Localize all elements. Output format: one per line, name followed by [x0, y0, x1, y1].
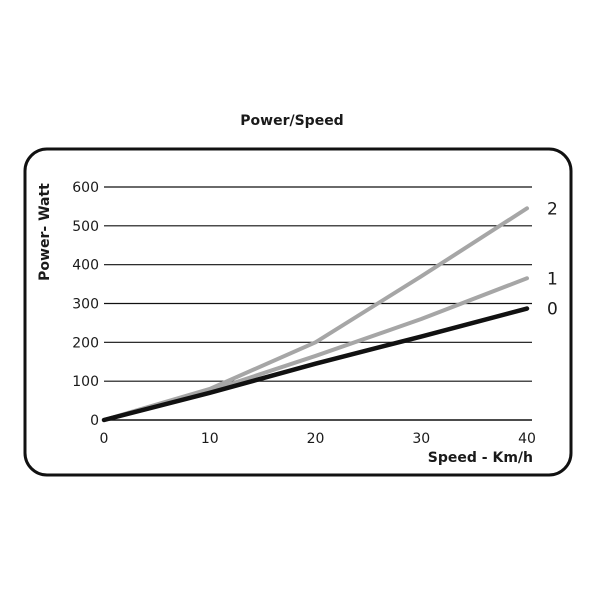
y-tick-label-0: 0 — [90, 413, 99, 429]
y-tick-label-400: 400 — [72, 258, 99, 274]
series-line-1 — [102, 276, 529, 422]
series-label-1: 1 — [547, 269, 558, 289]
x-tick-label-40: 40 — [518, 431, 536, 447]
y-tick-labels: 0 100 200 300 400 500 600 — [72, 180, 99, 429]
y-tick-label-500: 500 — [72, 219, 99, 235]
series-labels: 2 1 0 — [547, 199, 558, 319]
x-axis-label: Speed - Km/h — [428, 450, 533, 466]
y-tick-label-600: 600 — [72, 180, 99, 196]
x-tick-label-10: 10 — [201, 431, 219, 447]
y-tick-label-300: 300 — [72, 297, 99, 313]
series-label-0: 0 — [547, 300, 558, 320]
y-tick-label-100: 100 — [72, 374, 99, 390]
x-tick-labels: 0 10 20 30 40 — [100, 431, 536, 447]
series-line-0 — [101, 306, 530, 423]
series-line-2 — [102, 206, 529, 422]
y-tick-label-200: 200 — [72, 335, 99, 351]
x-tick-label-0: 0 — [100, 431, 109, 447]
x-tick-label-30: 30 — [412, 431, 430, 447]
series-label-2: 2 — [547, 199, 558, 219]
gridlines — [104, 186, 532, 382]
y-axis-label: Power- Watt — [37, 183, 53, 281]
chart-frame — [23, 147, 573, 477]
chart-title: Power/Speed — [240, 113, 344, 129]
x-tick-label-20: 20 — [307, 431, 325, 447]
series-lines — [101, 206, 530, 423]
